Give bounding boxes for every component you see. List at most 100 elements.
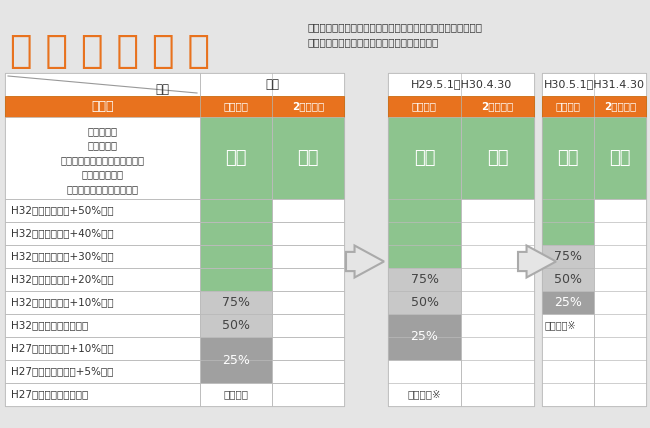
Polygon shape [518, 246, 556, 277]
Bar [388, 268, 461, 291]
Text: H32年度燃費基　+20%達成: H32年度燃費基 +20%達成 [11, 274, 114, 285]
Text: 初回車検: 初回車検 [224, 101, 248, 112]
Bar [5, 222, 200, 245]
Bar [542, 96, 594, 117]
Bar [5, 314, 200, 337]
Bar [594, 117, 646, 199]
Bar [200, 73, 344, 96]
Text: 25%: 25% [222, 354, 250, 366]
Text: 自 動 車 重 量 税: 自 動 車 重 量 税 [10, 34, 210, 70]
Bar [200, 291, 272, 314]
Text: 年度: 年度 [155, 83, 169, 96]
Bar [272, 245, 344, 268]
Bar [5, 291, 200, 314]
Text: 2回目車検: 2回目車検 [292, 101, 324, 112]
Text: （本則）※: （本則）※ [408, 389, 441, 399]
Text: 免税: 免税 [487, 149, 508, 167]
Bar [272, 268, 344, 291]
Text: 免税: 免税 [226, 149, 247, 167]
Bar [542, 73, 646, 406]
Bar [200, 314, 272, 337]
Text: H32年度燃費基　+10%達成: H32年度燃費基 +10%達成 [11, 297, 114, 307]
Text: 免税: 免税 [557, 149, 578, 167]
Bar [5, 73, 200, 96]
Text: 初回車検: 初回車検 [556, 101, 580, 112]
Bar [200, 383, 272, 406]
Bar [5, 96, 200, 117]
Text: 天然ガス自動車: 天然ガス自動車 [81, 169, 124, 179]
Text: （本則）※: （本則）※ [545, 321, 577, 330]
Text: プラグインハイブリッド自動車: プラグインハイブリッド自動車 [60, 155, 144, 165]
Bar [272, 383, 344, 406]
Text: 50%: 50% [411, 296, 439, 309]
Text: H29.5.1～H30.4.30: H29.5.1～H30.4.30 [410, 80, 512, 89]
Bar [388, 117, 461, 268]
Bar [5, 337, 200, 360]
Bar [200, 96, 272, 117]
Bar [461, 199, 534, 406]
Text: 2回目車検: 2回目車検 [482, 101, 514, 112]
Text: 自動車重量税のエコカー減税については、以下のとおり要件を
見直した上で２年間延長（平成２９年度改正）: 自動車重量税のエコカー減税については、以下のとおり要件を 見直した上で２年間延長… [308, 22, 483, 48]
Text: 75%: 75% [554, 250, 582, 263]
Bar [200, 245, 272, 268]
Text: 免税: 免税 [297, 149, 318, 167]
Text: （本則）: （本則） [224, 389, 248, 399]
Bar [388, 73, 534, 406]
Text: 電気自動車: 電気自動車 [88, 126, 118, 136]
Text: 25%: 25% [411, 330, 439, 344]
Bar [388, 96, 461, 117]
Text: 初回車検: 初回車検 [412, 101, 437, 112]
Text: H32年度燃費基　+30%達成: H32年度燃費基 +30%達成 [11, 252, 114, 262]
Bar [5, 199, 200, 222]
Bar [542, 73, 646, 96]
Bar [5, 383, 200, 406]
Bar [542, 117, 594, 245]
Bar [200, 222, 272, 245]
Text: H32年度燃費基　+40%達成: H32年度燃費基 +40%達成 [11, 229, 114, 238]
Bar [388, 73, 534, 96]
Bar [594, 96, 646, 117]
Bar [200, 268, 272, 291]
Bar [272, 222, 344, 245]
Bar [200, 199, 272, 222]
Bar [272, 337, 344, 360]
Text: 25%: 25% [554, 296, 582, 309]
Bar [5, 268, 200, 291]
Text: 免税: 免税 [414, 149, 436, 167]
Bar [542, 245, 594, 268]
Text: H32年度燃費基　+50%達成: H32年度燃費基 +50%達成 [11, 205, 114, 216]
Bar [461, 117, 534, 199]
Bar [5, 245, 200, 268]
Text: 50%: 50% [222, 319, 250, 332]
Bar [272, 117, 344, 199]
Text: 75%: 75% [222, 296, 250, 309]
Bar [461, 96, 534, 117]
Polygon shape [346, 246, 384, 277]
Bar [5, 73, 344, 406]
Text: 75%: 75% [411, 273, 439, 286]
Bar [388, 314, 461, 360]
Text: 対象車: 対象車 [91, 100, 114, 113]
Bar [272, 199, 344, 222]
Text: 50%: 50% [554, 273, 582, 286]
Text: 免税: 免税 [609, 149, 630, 167]
Bar [5, 360, 200, 383]
Bar [272, 360, 344, 383]
Bar [200, 337, 272, 383]
Bar [594, 199, 646, 406]
Bar [200, 117, 272, 199]
Bar [272, 291, 344, 314]
Text: H27年度燃費基　　達成: H27年度燃費基 達成 [11, 389, 88, 399]
Bar [388, 360, 461, 406]
Bar [542, 291, 594, 314]
Text: 2回目車検: 2回目車検 [604, 101, 636, 112]
Text: H27年度燃費基　+10%達成: H27年度燃費基 +10%達成 [11, 344, 114, 354]
Text: グリーンディーゼル自動車: グリーンディーゼル自動車 [66, 184, 138, 194]
Bar [542, 314, 594, 406]
Bar [542, 268, 594, 291]
Bar [5, 117, 200, 199]
Bar [272, 96, 344, 117]
Text: H30.5.1～H31.4.30: H30.5.1～H31.4.30 [543, 80, 645, 89]
Bar [272, 314, 344, 337]
Bar [388, 291, 461, 314]
